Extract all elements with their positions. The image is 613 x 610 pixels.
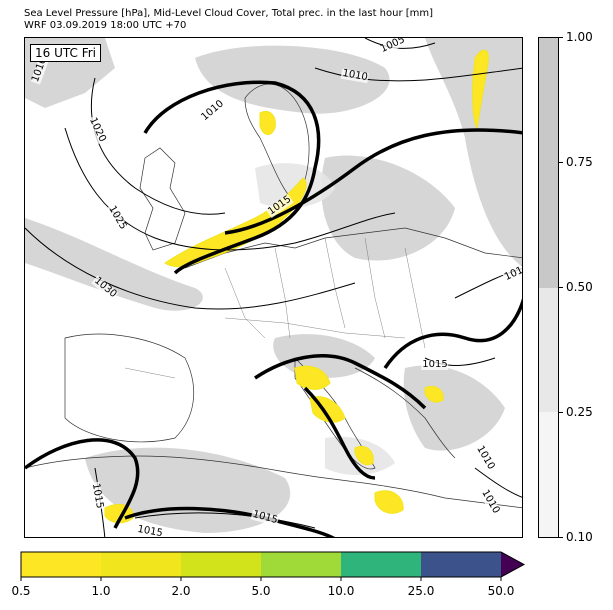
isobar-1020 xyxy=(90,77,226,215)
cloud-area-central xyxy=(321,155,455,261)
precip-bin-1 xyxy=(101,552,181,577)
cloud-area-balkans xyxy=(403,365,505,451)
map-canvas xyxy=(25,38,522,537)
precip-colorbar xyxy=(20,551,526,581)
precip-tick-label: 5.0 xyxy=(251,584,271,598)
chart-subtitle: WRF 03.09.2019 18:00 UTC +70 xyxy=(24,20,187,31)
isobar-1010-east xyxy=(474,467,522,498)
isobar-thick-1010 xyxy=(143,80,321,275)
isobar-1030 xyxy=(25,227,356,310)
cloud-area-russia-front xyxy=(425,38,522,267)
isobar-thick-italy xyxy=(303,386,376,480)
time-label: 16 UTC Fri xyxy=(30,44,101,62)
precipitation-layer xyxy=(104,49,489,524)
precip-bin-extend xyxy=(501,552,524,577)
cloud-tick-label: 0.75 xyxy=(566,155,593,169)
isobar-thick-1015-front xyxy=(224,128,522,235)
isobar-label: 1015 xyxy=(421,359,449,370)
isobar-thick-iberia xyxy=(25,438,140,529)
precip-russia-front xyxy=(472,49,489,130)
isobars-thick xyxy=(25,80,522,537)
cloud-area-channel xyxy=(25,218,203,311)
precip-tick-label: 1.0 xyxy=(91,584,111,598)
coast-iberia xyxy=(64,333,195,443)
coast-continent xyxy=(184,227,522,269)
precip-balkans xyxy=(424,385,444,403)
cloud-cover-colorbar xyxy=(538,37,559,538)
precip-alps xyxy=(294,365,331,390)
coast-balkans xyxy=(354,367,456,459)
cloud-tick-label: 1.00 xyxy=(566,30,593,44)
isobar-1025 xyxy=(64,127,396,251)
precip-bin-0 xyxy=(21,552,101,577)
country-borders xyxy=(124,237,426,379)
precip-scandinavia xyxy=(259,111,276,135)
coast-africa xyxy=(25,455,522,509)
isobar-1015-south xyxy=(134,512,316,529)
coast-british-isles xyxy=(139,147,186,251)
precip-tick-label: 0.5 xyxy=(11,584,31,598)
precip-band-front xyxy=(164,177,307,268)
isobar-thick-balkans xyxy=(383,298,522,369)
cloud-area-north xyxy=(195,45,390,114)
precip-bin-3 xyxy=(261,552,341,577)
precip-africa-east xyxy=(374,490,404,514)
cloud-tick-label: 0.50 xyxy=(566,280,593,294)
precip-tick-label: 10.0 xyxy=(327,584,355,598)
precip-bin-4 xyxy=(341,552,421,577)
precip-tick-label: 2.0 xyxy=(171,584,191,598)
cloud-tick-label: 0.25 xyxy=(566,405,593,419)
isobar-thick-1015-sea xyxy=(254,354,427,410)
precip-tick-label: 50.0 xyxy=(487,584,515,598)
cloud-bar-segment-mid xyxy=(539,287,558,413)
cloud-bar-segment-top xyxy=(539,38,558,288)
precip-bin-2 xyxy=(181,552,261,577)
weather-map: 1005 1010 1010 1015 1020 1025 1030 1015 1015 1015… xyxy=(24,37,523,538)
precip-bin-5 xyxy=(421,552,501,577)
cloud-bar-segment-low xyxy=(539,412,558,537)
cloud-tick-label: 0.10 xyxy=(566,530,593,544)
precip-adriatic xyxy=(354,445,374,466)
chart-title: Sea Level Pressure [hPa], Mid-Level Clou… xyxy=(24,8,434,19)
precip-tick-label: 25.0 xyxy=(407,584,435,598)
